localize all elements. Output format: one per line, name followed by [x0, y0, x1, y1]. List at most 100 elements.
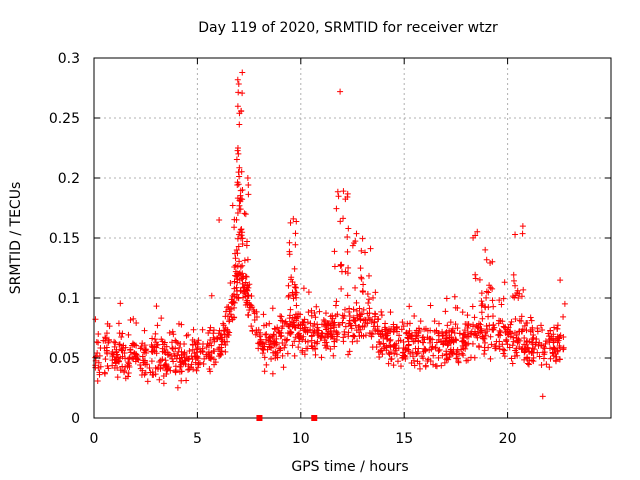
data-point	[426, 347, 433, 354]
data-point	[446, 354, 453, 361]
data-point	[188, 353, 195, 360]
data-point	[181, 341, 188, 348]
data-point	[129, 340, 136, 347]
data-point	[354, 338, 361, 345]
data-point	[507, 321, 514, 328]
data-point	[191, 338, 198, 345]
data-point	[238, 226, 245, 233]
data-point	[406, 303, 413, 310]
data-point	[272, 348, 279, 355]
data-point	[318, 354, 325, 361]
data-point	[288, 329, 295, 336]
data-point	[253, 313, 260, 320]
data-point	[442, 337, 449, 344]
data-point	[382, 320, 389, 327]
data-point	[245, 182, 252, 189]
data-point	[459, 338, 466, 345]
data-point	[346, 312, 353, 319]
data-point	[341, 331, 348, 338]
data-point	[554, 325, 561, 332]
data-point	[194, 341, 201, 348]
data-point	[93, 339, 100, 346]
data-point	[453, 351, 460, 358]
data-point	[193, 367, 200, 374]
data-point	[310, 329, 317, 336]
data-point	[233, 216, 240, 223]
data-point	[242, 273, 249, 280]
data-point	[331, 248, 338, 255]
data-point	[307, 327, 314, 334]
data-point	[95, 339, 102, 346]
data-point	[471, 354, 478, 361]
data-point	[506, 344, 513, 351]
data-point	[238, 232, 245, 239]
data-point	[411, 312, 418, 319]
data-point	[126, 363, 133, 370]
data-point	[359, 323, 366, 330]
data-point	[255, 326, 262, 333]
data-point	[211, 338, 218, 345]
data-point	[321, 339, 328, 346]
data-point	[153, 303, 160, 310]
data-point	[540, 343, 547, 350]
data-point	[518, 293, 525, 300]
data-point	[505, 331, 512, 338]
data-point	[172, 337, 179, 344]
data-point	[208, 354, 215, 361]
data-point	[233, 156, 240, 163]
data-point	[141, 357, 148, 364]
data-point	[433, 327, 440, 334]
data-point	[353, 307, 360, 314]
data-point	[427, 339, 434, 346]
data-point	[133, 320, 140, 327]
data-point	[349, 242, 356, 249]
data-point	[546, 364, 553, 371]
gap-marker	[256, 415, 263, 421]
data-point	[181, 349, 188, 356]
data-point	[308, 342, 315, 349]
data-point	[95, 330, 102, 337]
data-point	[483, 288, 490, 295]
data-point	[501, 347, 508, 354]
data-point	[332, 302, 339, 309]
data-point	[232, 262, 239, 269]
data-point	[483, 322, 490, 329]
data-point	[194, 340, 201, 347]
data-point	[257, 336, 264, 343]
data-point	[195, 337, 202, 344]
data-point	[169, 344, 176, 351]
axis-ticks: 0 5 10 15 20 0 0.05 0.1 0.15 0.2 0.25 0.3	[49, 51, 611, 447]
data-point	[365, 315, 372, 322]
data-point	[415, 325, 422, 332]
data-point	[356, 333, 363, 340]
data-point	[319, 330, 326, 337]
data-point	[292, 289, 299, 296]
data-point	[151, 336, 158, 343]
data-point	[353, 327, 360, 334]
data-point	[293, 302, 300, 309]
data-point	[312, 346, 319, 352]
data-point	[171, 353, 178, 360]
data-point	[102, 356, 109, 363]
data-point	[338, 261, 345, 268]
data-point	[105, 339, 112, 346]
data-point	[418, 353, 425, 360]
data-point	[364, 291, 371, 298]
data-point	[239, 229, 246, 236]
data-point	[345, 351, 352, 358]
data-point	[274, 324, 281, 331]
data-point	[331, 319, 338, 326]
data-point	[554, 347, 561, 354]
data-point	[510, 277, 517, 284]
data-point	[236, 258, 243, 265]
data-point	[521, 356, 528, 363]
data-point	[483, 294, 490, 301]
data-point	[314, 338, 321, 345]
data-point	[477, 329, 484, 336]
data-point	[239, 69, 246, 76]
data-point	[289, 342, 296, 349]
data-point	[513, 349, 520, 356]
data-point	[279, 352, 286, 359]
data-point	[210, 330, 217, 337]
data-point	[271, 325, 278, 332]
